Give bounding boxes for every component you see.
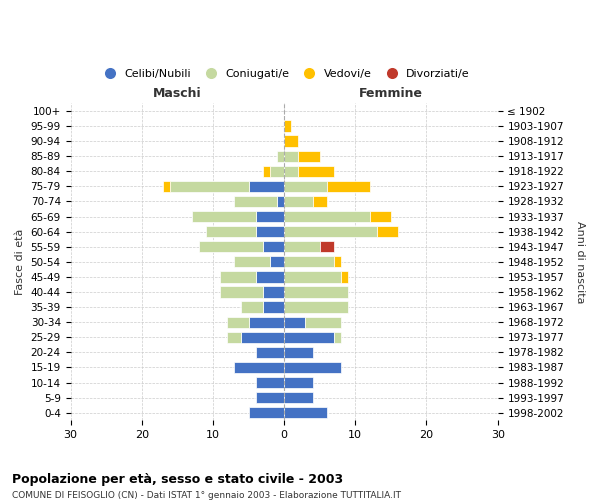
Bar: [284, 241, 320, 252]
Legend: Celibi/Nubili, Coniugati/e, Vedovi/e, Divorziati/e: Celibi/Nubili, Coniugati/e, Vedovi/e, Di…: [94, 64, 474, 84]
Bar: [263, 166, 270, 177]
Bar: [284, 166, 298, 177]
Bar: [270, 166, 284, 177]
Bar: [284, 362, 341, 373]
Bar: [270, 256, 284, 268]
Bar: [256, 211, 284, 222]
Bar: [284, 256, 334, 268]
Bar: [284, 407, 327, 418]
Bar: [284, 226, 377, 237]
Bar: [220, 286, 263, 298]
Bar: [248, 316, 284, 328]
Y-axis label: Fasce di età: Fasce di età: [15, 228, 25, 295]
Bar: [284, 377, 313, 388]
Bar: [377, 226, 398, 237]
Bar: [206, 226, 256, 237]
Text: Maschi: Maschi: [153, 88, 202, 101]
Bar: [263, 286, 284, 298]
Bar: [248, 180, 284, 192]
Bar: [170, 180, 248, 192]
Bar: [248, 407, 284, 418]
Bar: [263, 241, 284, 252]
Bar: [284, 392, 313, 404]
Bar: [163, 180, 170, 192]
Bar: [284, 271, 341, 282]
Bar: [284, 120, 291, 132]
Bar: [341, 271, 348, 282]
Bar: [313, 196, 327, 207]
Bar: [277, 196, 284, 207]
Text: Femmine: Femmine: [359, 88, 423, 101]
Bar: [220, 271, 256, 282]
Bar: [241, 332, 284, 343]
Y-axis label: Anni di nascita: Anni di nascita: [575, 220, 585, 303]
Bar: [256, 271, 284, 282]
Bar: [199, 241, 263, 252]
Bar: [256, 392, 284, 404]
Bar: [305, 316, 341, 328]
Bar: [256, 377, 284, 388]
Bar: [227, 316, 248, 328]
Bar: [298, 150, 320, 162]
Bar: [284, 302, 348, 312]
Bar: [284, 180, 327, 192]
Bar: [284, 150, 298, 162]
Bar: [284, 136, 298, 146]
Bar: [234, 362, 284, 373]
Bar: [284, 286, 348, 298]
Bar: [334, 256, 341, 268]
Bar: [320, 241, 334, 252]
Bar: [256, 226, 284, 237]
Bar: [227, 332, 241, 343]
Bar: [234, 196, 277, 207]
Bar: [284, 196, 313, 207]
Text: Popolazione per età, sesso e stato civile - 2003: Popolazione per età, sesso e stato civil…: [12, 472, 343, 486]
Bar: [370, 211, 391, 222]
Bar: [327, 180, 370, 192]
Text: COMUNE DI FEISOGLIO (CN) - Dati ISTAT 1° gennaio 2003 - Elaborazione TUTTITALIA.: COMUNE DI FEISOGLIO (CN) - Dati ISTAT 1°…: [12, 491, 401, 500]
Bar: [284, 346, 313, 358]
Bar: [284, 211, 370, 222]
Bar: [241, 302, 263, 312]
Bar: [234, 256, 270, 268]
Bar: [277, 150, 284, 162]
Bar: [284, 316, 305, 328]
Bar: [284, 332, 334, 343]
Bar: [334, 332, 341, 343]
Bar: [256, 346, 284, 358]
Bar: [263, 302, 284, 312]
Bar: [191, 211, 256, 222]
Bar: [298, 166, 334, 177]
